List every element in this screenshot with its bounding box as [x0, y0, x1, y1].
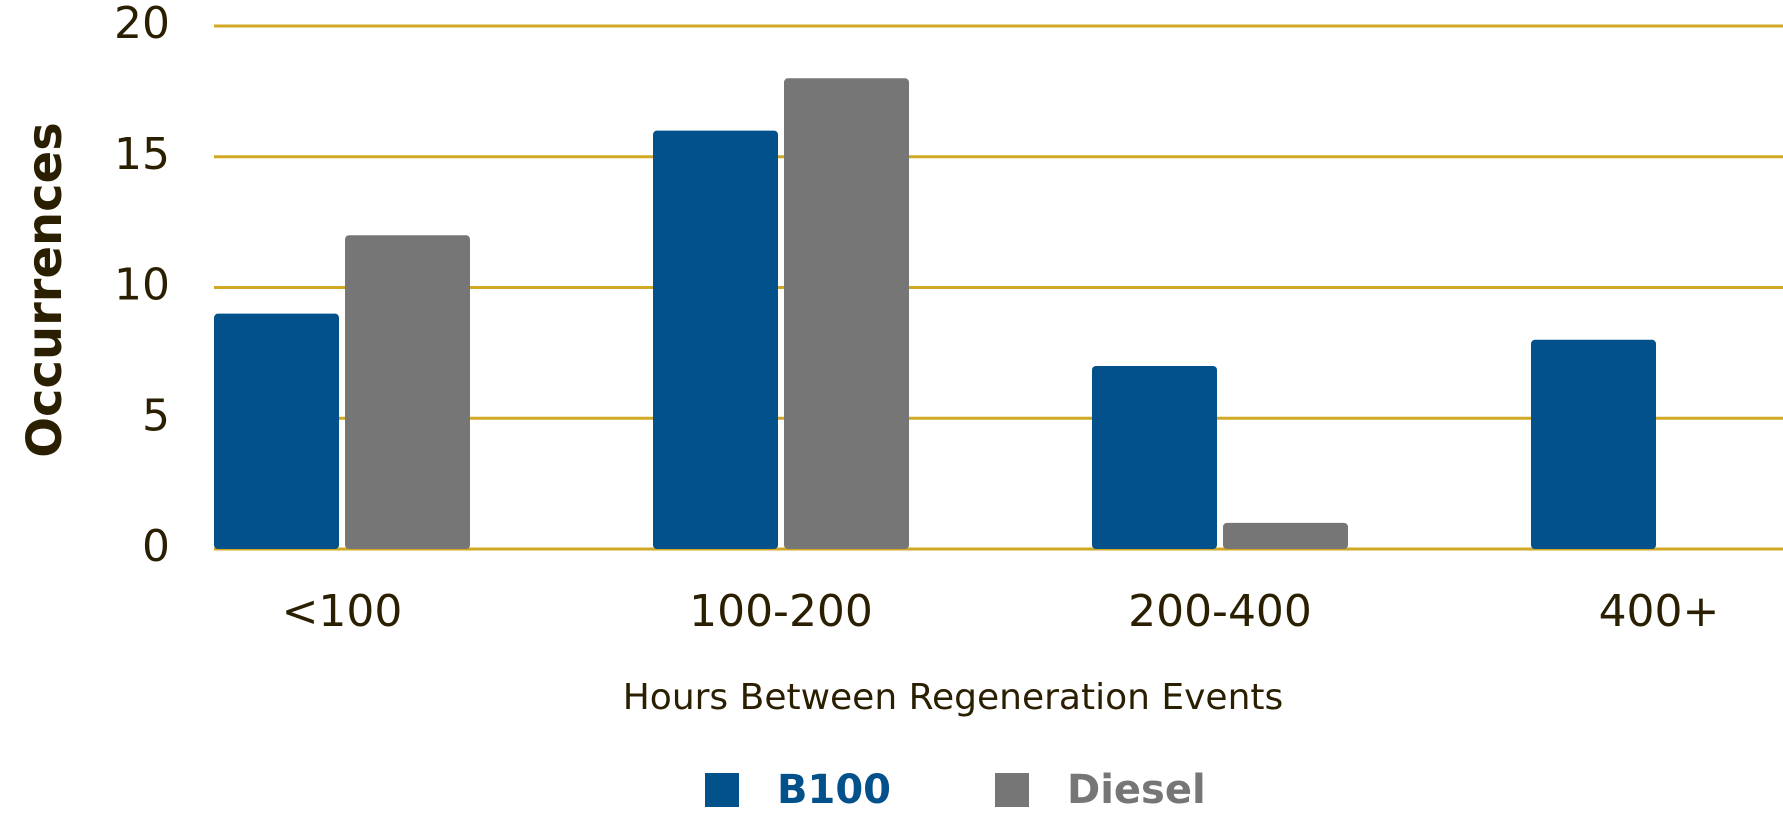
x-axis-title: Hours Between Regeneration Events [623, 677, 1284, 718]
y-tick-label: 0 [142, 521, 170, 572]
bar [345, 235, 470, 549]
y-tick-label: 20 [114, 0, 170, 49]
y-axis-title: Occurrences [17, 122, 73, 458]
x-tick-label: 200-400 [1128, 586, 1312, 637]
legend-swatch [995, 773, 1029, 807]
bar [653, 130, 778, 549]
x-tick-label: 100-200 [689, 586, 873, 637]
legend-label: Diesel [1067, 767, 1206, 813]
y-tick-label: 15 [114, 129, 170, 180]
y-tick-label: 5 [142, 390, 170, 441]
x-tick-label: 400+ [1599, 586, 1720, 637]
x-tick-label: <100 [282, 586, 403, 637]
legend-label: B100 [777, 767, 891, 813]
bar [1223, 522, 1348, 549]
bar [1531, 339, 1656, 549]
bar [784, 78, 909, 550]
bar [214, 313, 339, 549]
legend-swatch [705, 773, 739, 807]
bar [1092, 365, 1217, 549]
y-tick-label: 10 [114, 260, 170, 311]
